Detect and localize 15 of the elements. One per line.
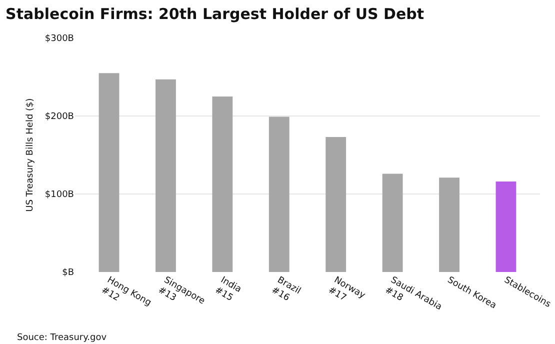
bar: [212, 96, 233, 272]
y-tick-label: $300B: [44, 34, 74, 44]
y-tick-label: $B: [62, 268, 74, 278]
text: Souce: Treasury.gov: [17, 333, 108, 343]
bar: [156, 79, 176, 272]
bar: [98, 73, 120, 272]
bar: [439, 178, 460, 272]
bar: [496, 182, 516, 272]
y-tick-label: $200B: [44, 112, 74, 122]
bar: [268, 116, 290, 272]
chart-title: Stablecoin Firms: 20th Largest Holder of US Debt: [6, 5, 424, 24]
bar: [326, 137, 346, 272]
y-axis-title: US Treasury Bills Held ($): [25, 98, 36, 212]
y-tick-label: $100B: [44, 190, 74, 200]
bar: [382, 174, 403, 272]
